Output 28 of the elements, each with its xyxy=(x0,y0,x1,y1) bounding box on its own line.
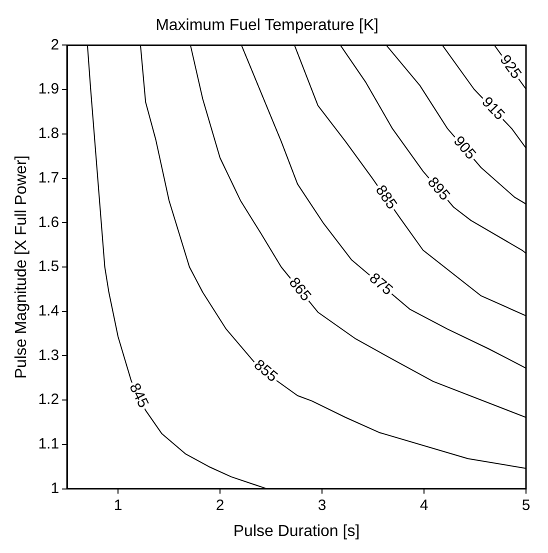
x-tick-label: 4 xyxy=(420,496,428,514)
y-tick-label: 1.1 xyxy=(38,436,60,453)
text: 915 xyxy=(478,94,508,124)
y-tick-label: 1.4 xyxy=(38,302,60,320)
text: 905 xyxy=(450,132,480,163)
y-tick-label: 1.9 xyxy=(38,80,60,98)
x-tick-label: 2 xyxy=(216,496,224,514)
text: 925 xyxy=(496,52,525,82)
text: 885 xyxy=(372,182,400,212)
x-tick-label: 3 xyxy=(318,496,326,514)
y-tick-label: 1.7 xyxy=(38,169,60,186)
x-tick-label: 1 xyxy=(114,496,122,514)
chart-title: Maximum Fuel Temperature [K] xyxy=(156,17,378,34)
text: 855 xyxy=(250,356,281,386)
text: 865 xyxy=(285,274,314,304)
y-tick-label: 1.5 xyxy=(38,258,60,276)
text: 895 xyxy=(424,174,454,204)
y-tick-label: 1.3 xyxy=(38,346,60,364)
x-axis-title: Pulse Duration [s] xyxy=(233,522,360,540)
y-tick-label: 2 xyxy=(50,36,60,54)
y-tick-label: 1.6 xyxy=(38,214,60,231)
y-tick-label: 1.8 xyxy=(38,125,60,142)
y-tick-label: 1.2 xyxy=(38,391,60,408)
x-tick-label: 5 xyxy=(522,496,530,514)
text: 875 xyxy=(366,270,396,299)
text: 845 xyxy=(126,380,152,410)
y-axis-title: Pulse Magnitude [X Full Power] xyxy=(13,155,30,379)
y-tick-label: 1 xyxy=(50,480,60,497)
